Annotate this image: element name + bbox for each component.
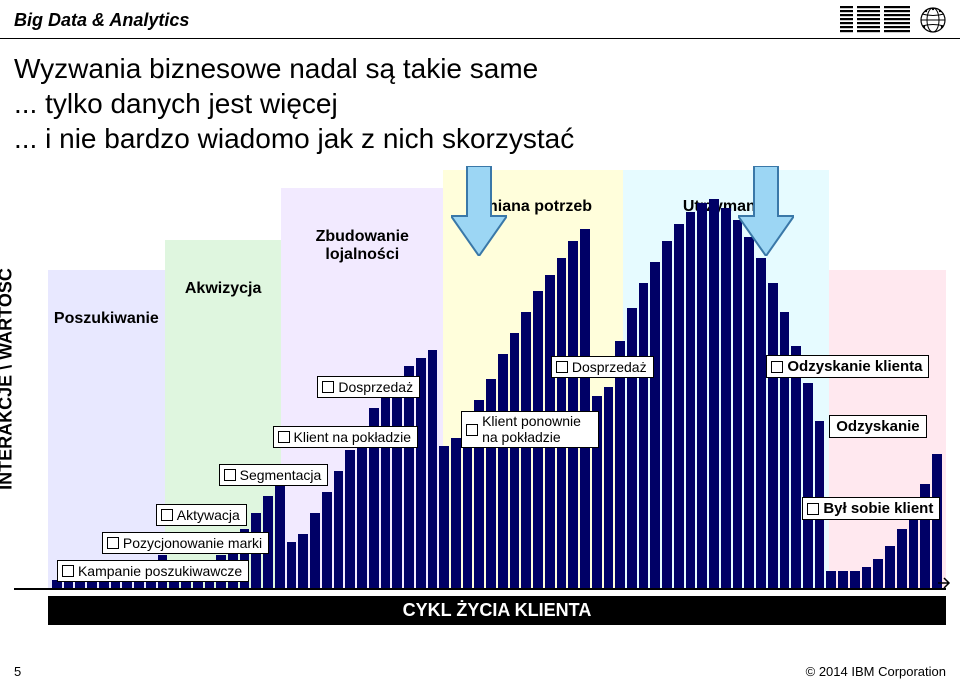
chart-label: Klient na pokładzie xyxy=(273,426,419,448)
chart-label-text: Był sobie klient xyxy=(823,500,933,517)
checkbox-icon xyxy=(278,431,290,443)
bar xyxy=(662,241,672,588)
checkbox-icon xyxy=(224,469,236,481)
slide-page: Big Data & Analytics xyxy=(0,0,960,689)
bar xyxy=(381,392,391,588)
lifecycle-chart: INTERAKCJE \ WARTOŚĆ PoszukiwanieAkwizyc… xyxy=(14,170,946,590)
bar xyxy=(287,542,297,588)
bar xyxy=(510,333,520,588)
chart-label: Aktywacja xyxy=(156,504,247,526)
chart-label: Segmentacja xyxy=(219,464,329,486)
brand-text: Big Data & Analytics xyxy=(14,10,189,30)
bar xyxy=(639,283,649,588)
bar xyxy=(275,484,285,589)
chart-label-text: Klient na pokładzie xyxy=(294,429,412,445)
checkbox-icon xyxy=(466,424,478,436)
chart-label: Dosprzedaż xyxy=(317,376,420,398)
bar xyxy=(897,529,907,588)
bar xyxy=(803,383,813,588)
chart-label-text: Aktywacja xyxy=(177,507,240,523)
x-axis-arrow-icon xyxy=(938,576,952,594)
bar xyxy=(744,237,754,588)
bar xyxy=(733,220,743,588)
bar xyxy=(791,346,801,588)
bar xyxy=(756,258,766,588)
bar xyxy=(768,283,778,588)
bar xyxy=(850,571,860,588)
bar xyxy=(650,262,660,588)
chart-label-text: Pozycjonowanie marki xyxy=(123,535,262,551)
bar xyxy=(404,366,414,588)
bar xyxy=(310,513,320,588)
bar xyxy=(322,492,332,588)
bar xyxy=(697,203,707,588)
bar xyxy=(780,312,790,588)
globe-icon xyxy=(920,7,946,33)
chart-label-text: Odzyskanie klienta xyxy=(787,358,922,375)
checkbox-icon xyxy=(107,537,119,549)
chart-label: Pozycjonowanie marki xyxy=(102,532,269,554)
page-number: 5 xyxy=(14,664,21,679)
down-arrow-icon xyxy=(738,166,794,256)
checkbox-icon xyxy=(771,361,783,373)
bar xyxy=(357,429,367,588)
bar xyxy=(428,350,438,588)
checkbox-icon xyxy=(161,509,173,521)
bar xyxy=(345,450,355,588)
chart-label: Był sobie klient xyxy=(802,497,940,520)
chart-label-text: Kampanie poszukiwawcze xyxy=(78,563,242,579)
bar xyxy=(721,208,731,588)
y-axis-label: INTERAKCJE \ WARTOŚĆ xyxy=(0,268,17,490)
bar xyxy=(334,471,344,588)
checkbox-icon xyxy=(807,503,819,515)
chart-label-text: Odzyskanie xyxy=(836,418,919,435)
chart-label: Odzyskanie xyxy=(829,415,926,438)
bar xyxy=(885,546,895,588)
brand-title: Big Data & Analytics xyxy=(14,10,189,31)
x-axis-banner: CYKL ŻYCIA KLIENTA xyxy=(48,596,946,625)
bar xyxy=(826,571,836,588)
bar xyxy=(932,454,942,588)
bar xyxy=(298,534,308,588)
chart-label: Kampanie poszukiwawcze xyxy=(57,560,249,582)
title-block: Wyzwania biznesowe nadal są takie same .… xyxy=(0,39,960,162)
bar xyxy=(439,446,449,588)
header-bar: Big Data & Analytics xyxy=(0,0,960,39)
footer: 5 © 2014 IBM Corporation xyxy=(14,664,946,679)
bar xyxy=(909,509,919,588)
checkbox-icon xyxy=(322,381,334,393)
bar xyxy=(580,229,590,588)
bar xyxy=(674,224,684,588)
bar xyxy=(862,567,872,588)
chart-label-text: Klient ponownie na pokładzie xyxy=(482,414,592,445)
chart-label: Dosprzedaż xyxy=(551,356,654,378)
chart-plot-area: PoszukiwanieAkwizycjaZbudowanie lojalnoś… xyxy=(48,170,946,588)
bar xyxy=(627,308,637,588)
bar xyxy=(392,379,402,588)
bar xyxy=(451,438,461,588)
logo-group xyxy=(840,6,946,34)
checkbox-icon xyxy=(62,565,74,577)
bar xyxy=(873,559,883,588)
title-line-1: Wyzwania biznesowe nadal są takie same xyxy=(14,51,946,86)
bar xyxy=(498,354,508,588)
chart-label: Klient ponownie na pokładzie xyxy=(461,411,599,448)
bar xyxy=(615,341,625,588)
title-line-2: ... tylko danych jest więcej xyxy=(14,86,946,121)
chart-label-text: Segmentacja xyxy=(240,467,322,483)
title-line-3: ... i nie bardzo wiadomo jak z nich skor… xyxy=(14,121,946,156)
bar xyxy=(604,387,614,588)
checkbox-icon xyxy=(556,361,568,373)
ibm-logo-icon xyxy=(840,6,910,34)
copyright-text: © 2014 IBM Corporation xyxy=(806,664,946,679)
bar xyxy=(838,571,848,588)
bar xyxy=(709,199,719,588)
chart-label-text: Dosprzedaż xyxy=(572,359,647,375)
chart-label: Odzyskanie klienta xyxy=(766,355,929,378)
bar xyxy=(521,312,531,588)
bar xyxy=(686,212,696,588)
down-arrow-icon xyxy=(451,166,507,256)
chart-label-text: Dosprzedaż xyxy=(338,379,413,395)
